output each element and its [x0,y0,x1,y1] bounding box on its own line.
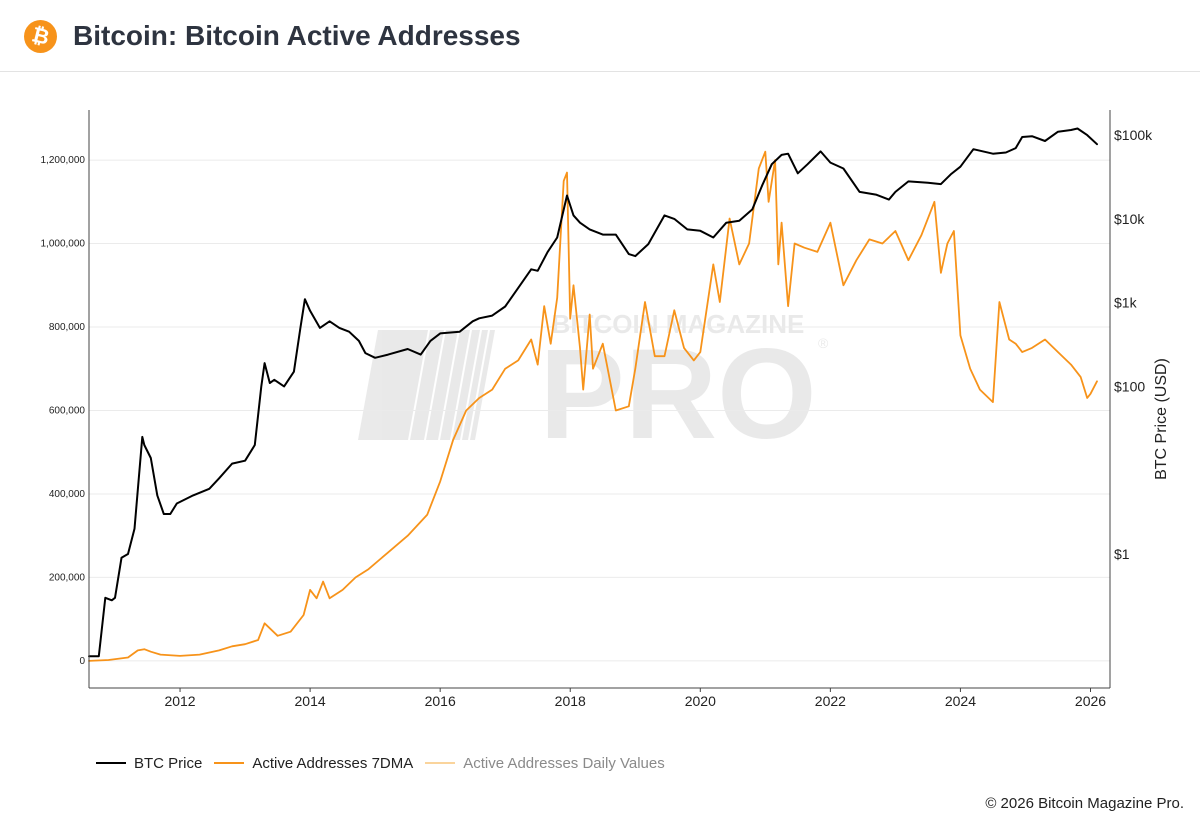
watermark: BITCOIN MAGAZINE PRO ® [358,309,829,466]
page-header: ₿ Bitcoin: Bitcoin Active Addresses [0,0,1200,72]
y-right-tick-label: $100 [1114,378,1145,394]
legend-item-active-addresses-daily[interactable]: Active Addresses Daily Values [425,754,665,772]
x-tick-label: 2020 [685,693,716,709]
x-tick-label: 2018 [555,693,586,709]
legend: BTC Price Active Addresses 7DMA Active A… [96,752,677,774]
x-tick-label: 2016 [425,693,456,709]
axes: 0 200,000 400,000 600,000 800,000 1,000,000 1,… [41,110,1170,709]
x-tick-label: 2014 [295,693,326,709]
legend-swatch-active-addresses-daily [425,762,456,764]
series-line-btc-price [88,127,1098,658]
bitcoin-glyph: ₿ [29,22,52,50]
copyright-footer: © 2026 Bitcoin Magazine Pro. [985,795,1184,812]
y-left-tick-label: 800,000 [49,322,86,333]
legend-swatch-btc-price [96,762,126,764]
x-tick-label: 2024 [945,693,976,709]
y-right-tick-label: $10k [1114,211,1145,227]
y-left-tick-label: 0 [79,656,85,667]
y-left-tick-label: 600,000 [49,405,86,416]
watermark-main-text: PRO [539,323,816,466]
y-left-tick-label: 1,200,000 [41,155,86,166]
gridlines [89,159,1110,662]
x-tick-label: 2026 [1075,693,1106,709]
y-left-tick-label: 200,000 [49,572,86,583]
page-title: Bitcoin: Bitcoin Active Addresses [73,20,521,51]
chart-area[interactable]: BITCOIN MAGAZINE PRO ® 0 200,000 400,000 60… [0,72,1200,742]
bitcoin-logo-icon: ₿ [24,20,57,53]
legend-label-btc-price: BTC Price [134,754,203,772]
x-tick-label: 2022 [815,693,846,709]
series-line-active-addresses-7dma [88,150,1098,662]
y-right-tick-label: $1k [1114,295,1138,311]
y-right-axis-title: BTC Price (USD) [1153,358,1170,480]
series-layer [88,127,1098,662]
legend-label-active-addresses-7dma: Active Addresses 7DMA [252,754,414,772]
legend-item-btc-price[interactable]: BTC Price [96,755,202,772]
y-left-tick-label: 1,000,000 [41,239,86,250]
y-left-tick-label: 400,000 [49,489,86,500]
y-right-tick-label: $1 [1114,546,1130,562]
watermark-reg-mark: ® [818,335,829,351]
x-tick-label: 2012 [164,693,195,709]
y-right-tick-label: $100k [1114,127,1153,143]
legend-label-active-addresses-daily: Active Addresses Daily Values [463,754,665,772]
legend-swatch-active-addresses-7dma [214,762,245,764]
legend-item-active-addresses-7dma[interactable]: Active Addresses 7DMA [214,755,413,772]
